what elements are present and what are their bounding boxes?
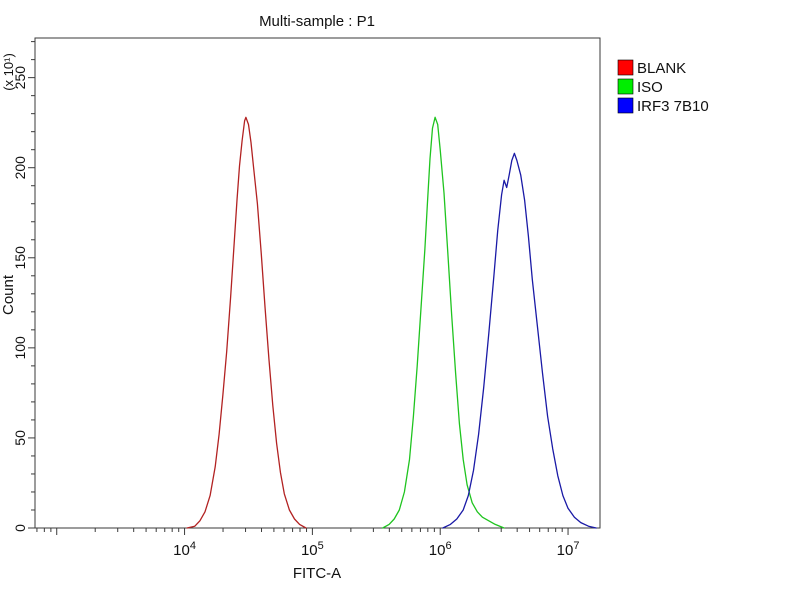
y-tick-label: 0 (12, 524, 28, 532)
series-curve-blank (186, 116, 307, 529)
x-axis-label: FITC-A (293, 565, 341, 582)
y-tick-label: 100 (12, 336, 28, 360)
y-tick-label: 150 (12, 246, 28, 270)
series-curve-iso (382, 116, 505, 529)
legend-swatch-irf3-7b10 (617, 97, 634, 114)
legend-swatch-blank (617, 59, 634, 76)
y-tick-label: 250 (12, 66, 28, 90)
chart-title: Multi-sample : P1 (259, 13, 375, 30)
legend-label: IRF3 7B10 (637, 98, 709, 115)
legend-label: BLANK (637, 60, 686, 77)
y-axis-label: Count (0, 274, 17, 315)
plot-frame (34, 37, 601, 529)
y-tick-label: 50 (12, 430, 28, 446)
x-tick-label: 107 (557, 540, 580, 559)
legend-swatch-iso (617, 78, 634, 95)
y-tick-label: 200 (12, 156, 28, 180)
x-tick-label: 105 (301, 540, 324, 559)
series-curves (186, 116, 597, 529)
x-tick-label: 106 (429, 540, 452, 559)
x-tick-label: 104 (173, 540, 196, 559)
series-curve-irf3-7b10 (442, 152, 597, 529)
legend-label: ISO (637, 79, 663, 96)
axes-ticks: 104 105 106 107 0 50 100 150 200 250 (12, 41, 580, 559)
plot-border (34, 37, 601, 529)
y-axis-scale-label: (x 10¹) (1, 53, 16, 91)
legend: BLANK ISO IRF3 7B10 (617, 59, 709, 115)
